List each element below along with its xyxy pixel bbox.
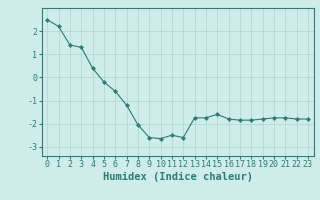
X-axis label: Humidex (Indice chaleur): Humidex (Indice chaleur) (103, 172, 252, 182)
